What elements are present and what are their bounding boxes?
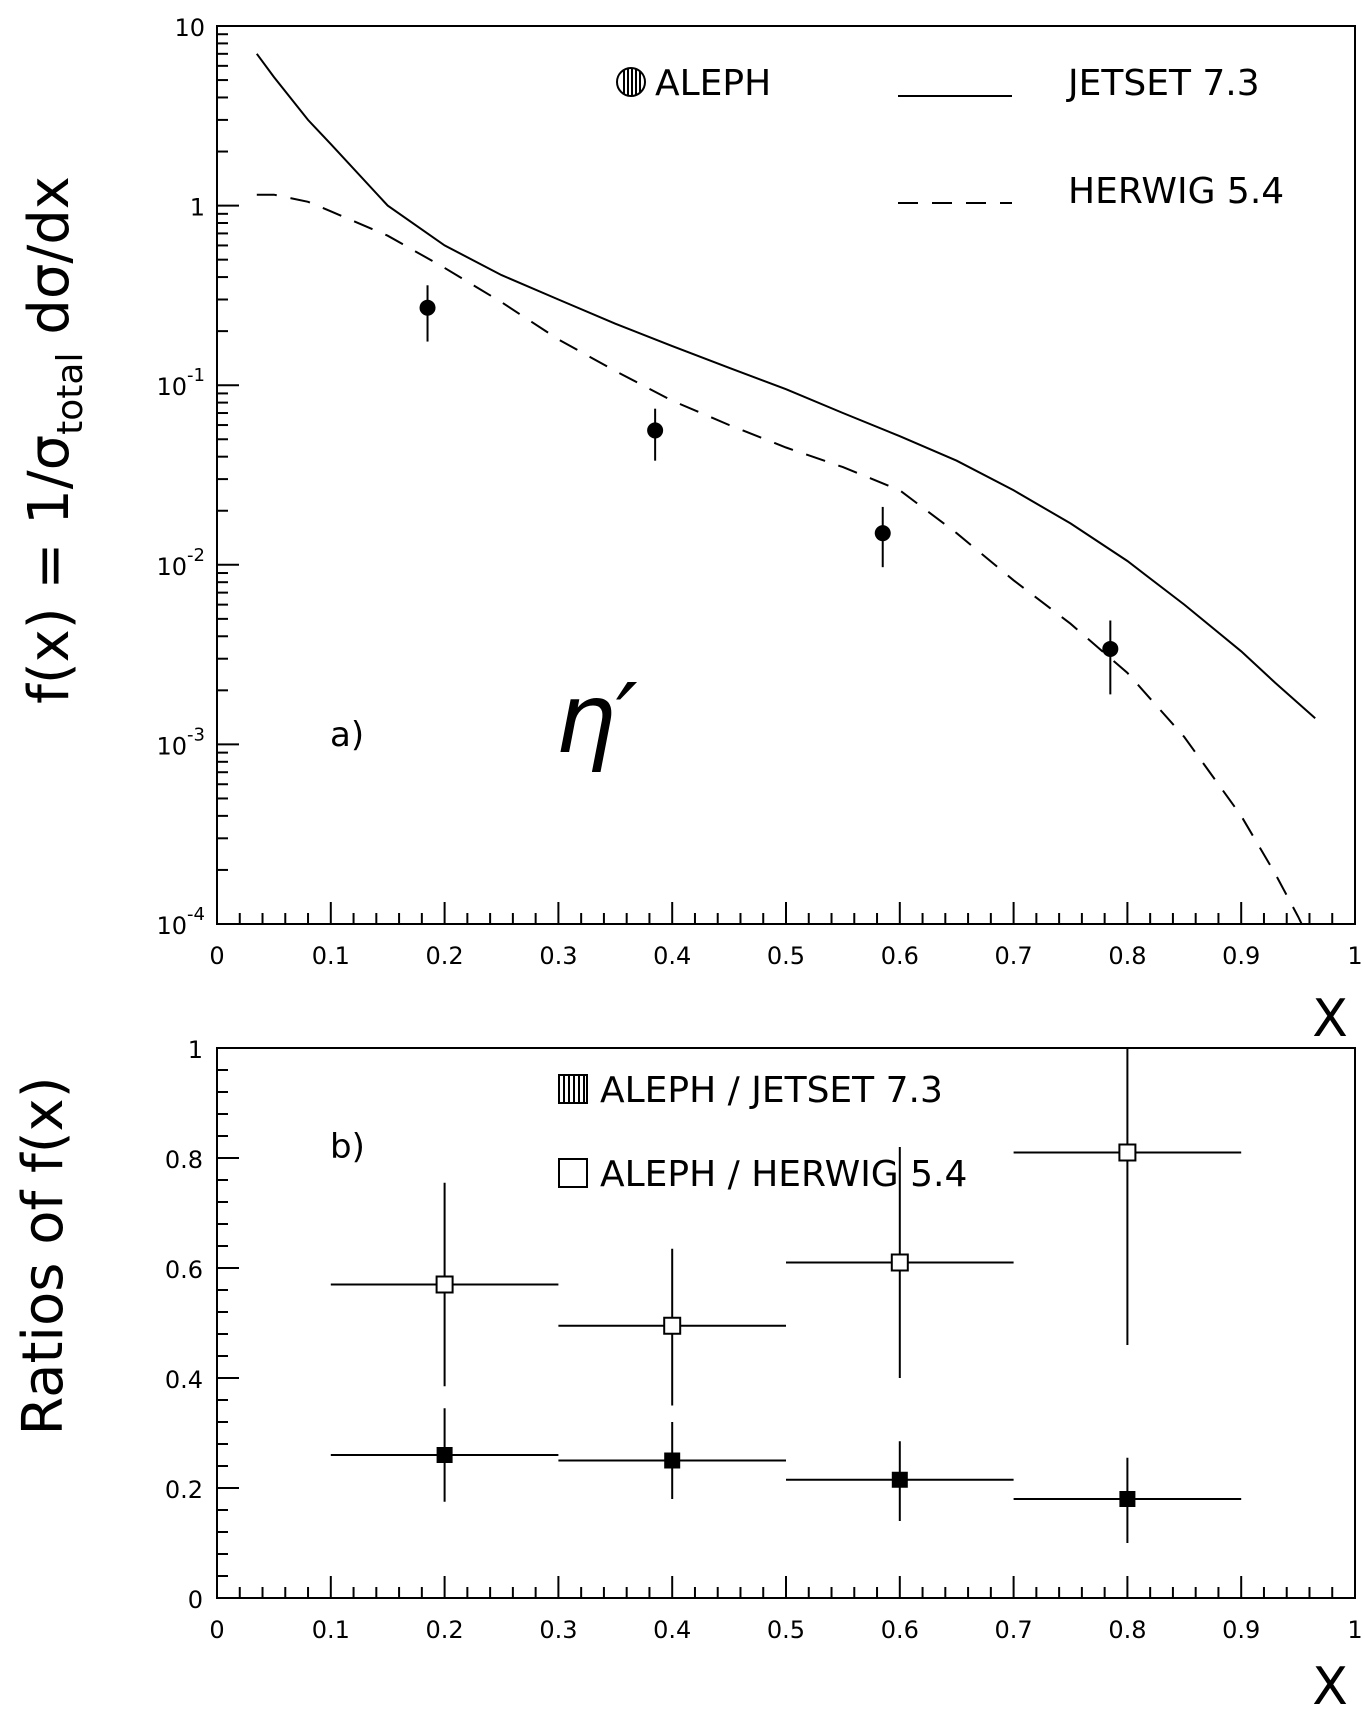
jetset-ratio-point [891, 1471, 908, 1488]
legend-jetset-label: JETSET 7.3 [1066, 63, 1260, 104]
panel-a-y-axis-label: f(x) = 1/σtotal dσ/dx [17, 176, 91, 704]
panel-b-x-axis-label: X [1312, 1657, 1348, 1712]
panel-b-points [330, 1048, 1242, 1543]
panel-a-x-tick-label: 0.6 [881, 942, 919, 970]
herwig-ratio-point [663, 1316, 682, 1335]
legend-jetset-ratio-marker [558, 1074, 588, 1104]
panel-b-x-tick-label: 0.8 [1108, 1616, 1146, 1644]
panel-b-y-tick-label: 0.2 [165, 1476, 203, 1504]
panel-b-y-tick-label: 0.4 [165, 1366, 203, 1394]
herwig-ratio-point [1118, 1143, 1137, 1162]
panel-a-label: a) [330, 715, 364, 755]
panel-a-y-tick-label: 10-2 [157, 545, 206, 581]
legend-jetset-ratio-label: ALEPH / JETSET 7.3 [600, 1070, 943, 1111]
panel-a-curves [255, 53, 1316, 925]
panel-a-x-tick-label: 0.9 [1222, 942, 1260, 970]
panel-a-axes: 0 0.1 0.2 0.3 0.4 0.5 0.6 0.7 0.8 0.9 1 10 1 10-1 10-2… [157, 14, 1363, 970]
panel-a-x-tick-label: 0.3 [539, 942, 577, 970]
panel-b-x-tick-label: 0.5 [767, 1616, 805, 1644]
legend-herwig-ratio-marker [558, 1158, 588, 1188]
legend-herwig-ratio-label: ALEPH / HERWIG 5.4 [600, 1154, 967, 1195]
aleph-data-point [419, 299, 436, 316]
panel-b-x-tick-label: 1 [1347, 1616, 1362, 1644]
panel-a-x-tick-label: 0.4 [653, 942, 691, 970]
panel-b-x-tick-label: 0.3 [539, 1616, 577, 1644]
panel-b-x-tick-label: 0.9 [1222, 1616, 1260, 1644]
eta-prime-annotation: η′ [555, 663, 638, 775]
aleph-data-point [647, 422, 664, 439]
panel-a-x-tick-label: 0.5 [767, 942, 805, 970]
panel-b-y-tick-label: 0 [188, 1586, 203, 1614]
aleph-data-point [1102, 640, 1119, 657]
panel-b-frame [216, 1047, 1356, 1599]
jetset-ratio-point [436, 1447, 453, 1463]
herwig-ratio-point [890, 1253, 909, 1272]
panel-a-y-tick-label: 1 [190, 194, 205, 222]
panel-b-y-tick-label: 0.6 [165, 1256, 203, 1284]
panel-a-y-tick-label: 10-4 [157, 904, 206, 940]
panel-a: 0 0.1 0.2 0.3 0.4 0.5 0.6 0.7 0.8 0.9 1 10 1 10-1 10-2… [17, 14, 1363, 1049]
panel-a-y-tick-label: 10-3 [157, 724, 206, 760]
panel-a-legend: ALEPH JETSET 7.3 HERWIG 5.4 [616, 63, 1284, 212]
panel-b-x-tick-label: 0.4 [653, 1616, 691, 1644]
panel-b-x-tick-label: 0.2 [426, 1616, 464, 1644]
panel-a-frame [216, 25, 1356, 925]
panel-b-y-tick-label: 1 [188, 1036, 203, 1064]
panel-a-x-axis-label: X [1312, 989, 1348, 1049]
panel-b-x-tick-label: 0 [209, 1616, 224, 1644]
legend-herwig-label: HERWIG 5.4 [1068, 171, 1284, 212]
panel-b: 0 0.1 0.2 0.3 0.4 0.5 0.6 0.7 0.8 0.9 1 0 0.2 0.4 0.6 0… [11, 1036, 1363, 1712]
panel-a-x-tick-label: 0.1 [312, 942, 350, 970]
panel-b-y-tick-label: 0.8 [165, 1146, 203, 1174]
herwig-ratio-point [435, 1275, 454, 1294]
panel-a-x-tick-label: 0.2 [426, 942, 464, 970]
panel-b-x-tick-label: 0.6 [881, 1616, 919, 1644]
jetset-ratio-point [664, 1452, 681, 1469]
herwig-curve [256, 193, 1303, 925]
aleph-data-point [874, 525, 891, 542]
legend-aleph-label: ALEPH [655, 63, 771, 104]
panel-a-x-tick-label: 1 [1347, 942, 1362, 970]
panel-b-x-tick-label: 0.7 [995, 1616, 1033, 1644]
panel-a-x-tick-label: 0.7 [995, 942, 1033, 970]
panel-b-label: b) [330, 1127, 365, 1167]
panel-a-x-tick-label: 0.8 [1108, 942, 1146, 970]
panel-a-x-tick-label: 0 [209, 942, 224, 970]
panel-a-points [419, 285, 1119, 695]
panel-a-y-tick-label: 10 [174, 14, 205, 42]
jetset-curve [255, 53, 1316, 719]
panel-a-y-tick-label: 10-1 [157, 365, 206, 401]
panel-b-x-tick-label: 0.1 [312, 1616, 350, 1644]
panel-b-y-axis-label: Ratios of f(x) [11, 1076, 76, 1435]
panel-b-legend: ALEPH / JETSET 7.3 ALEPH / HERWIG 5.4 [558, 1070, 967, 1195]
panel-b-axes: 0 0.1 0.2 0.3 0.4 0.5 0.6 0.7 0.8 0.9 1 0 0.2 0.4 0.6 0… [165, 1036, 1363, 1644]
legend-aleph-marker [616, 67, 646, 97]
jetset-ratio-point [1119, 1491, 1136, 1507]
